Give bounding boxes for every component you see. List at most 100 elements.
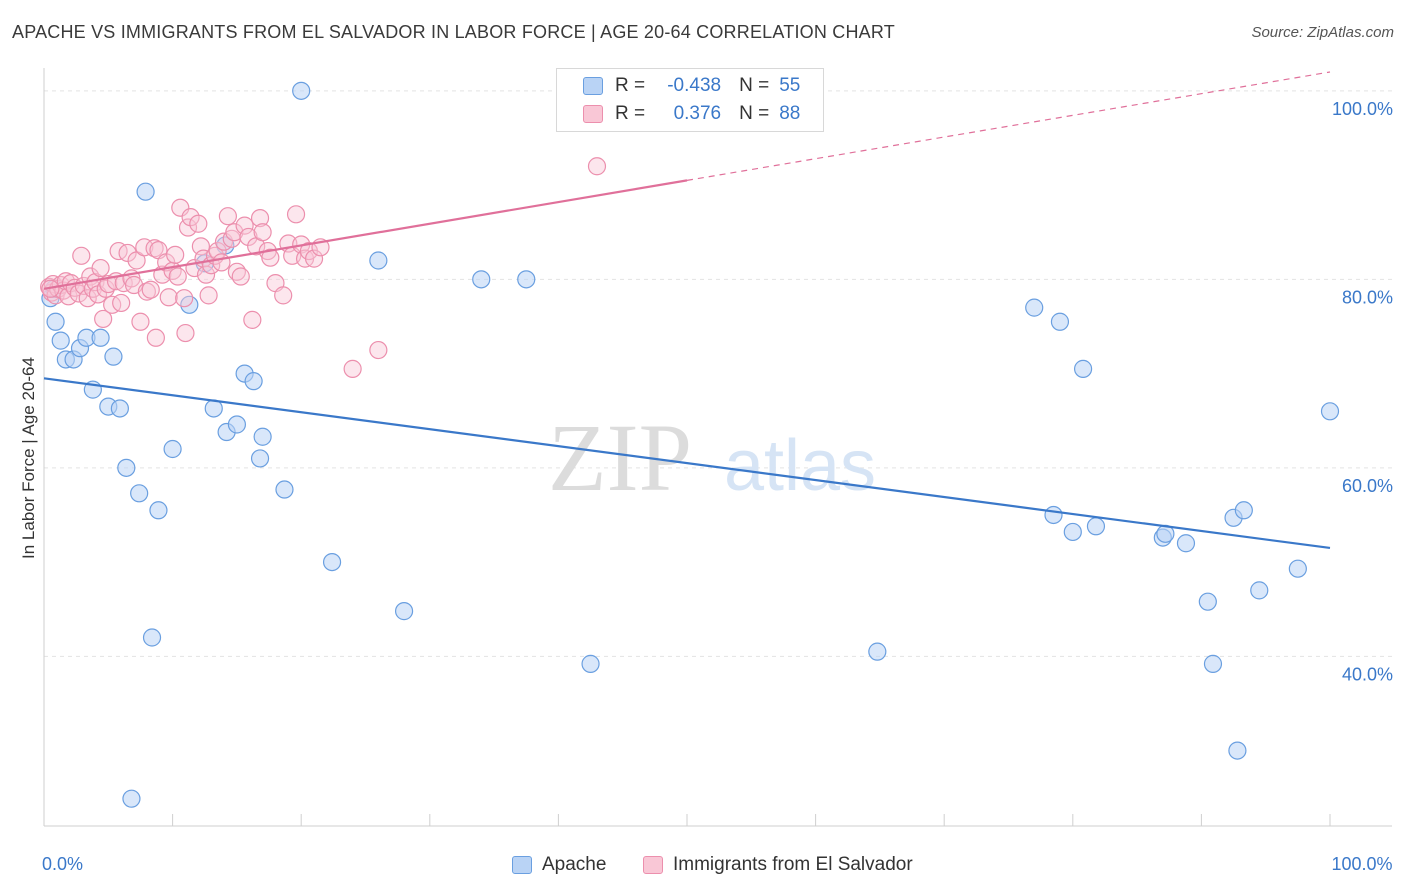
apache-point [91, 328, 110, 347]
apache-point [130, 484, 149, 503]
elsalvador-point [189, 214, 208, 233]
elsalvador-point [199, 286, 218, 305]
apache-point [104, 347, 123, 366]
bottom-legend-apache[interactable]: Apache [512, 852, 606, 878]
apache-point [472, 270, 491, 289]
elsalvador-point [239, 227, 258, 247]
elsalvador-point [141, 280, 160, 299]
elsalvador-point [103, 295, 122, 314]
y-tick-label: 60.0% [1342, 476, 1393, 496]
y-axis-label: In Labor Force | Age 20-64 [19, 357, 38, 559]
n-label: N = [739, 103, 770, 124]
apache-swatch [583, 77, 603, 95]
apache-point [1086, 517, 1106, 536]
apache-r-value: -0.438 [667, 75, 722, 96]
apache-point [322, 552, 342, 572]
n-label: N = [739, 75, 770, 96]
y-tick-label: 80.0% [1342, 287, 1393, 307]
elsalvador-point [225, 223, 244, 242]
apache-point [369, 251, 388, 270]
apache-trend-line [43, 377, 1331, 550]
elsalvador-point [96, 279, 115, 298]
apache-point [250, 449, 270, 468]
x-tick-label: 0.0% [42, 854, 83, 874]
elsalvador-point [304, 249, 324, 268]
legend-row-elsalvador: R = 0.376 N = 88 [583, 101, 800, 127]
elsalvador-point [261, 248, 280, 267]
apache-point [136, 182, 155, 201]
elsalvador-point [94, 309, 113, 329]
elsalvador-point [91, 258, 110, 278]
watermark: ZIP atlas [548, 404, 876, 511]
apache-point [244, 372, 263, 391]
elsalvador-point [109, 241, 128, 261]
apache-point [122, 789, 141, 808]
elsalvador-r-value: 0.376 [673, 103, 722, 124]
elsalvador-point [196, 265, 216, 284]
elsalvador-point [78, 289, 97, 308]
trend-lines [43, 71, 1331, 550]
apache-point [51, 331, 70, 350]
apache-point [1198, 592, 1217, 611]
elsalvador-point [235, 216, 254, 235]
elsalvador-point [175, 289, 194, 308]
elsalvador-point [369, 340, 388, 360]
elsalvador-point [250, 208, 270, 228]
watermark-atlas: atlas [724, 426, 876, 506]
apache-point [868, 642, 887, 661]
apache-point [275, 480, 294, 499]
apache-point [517, 270, 536, 289]
chart-title: APACHE VS IMMIGRANTS FROM EL SALVADOR IN… [12, 22, 895, 42]
elsalvador-point [176, 323, 195, 343]
elsalvador-n-value: 88 [779, 103, 801, 124]
elsalvador-point [286, 205, 306, 224]
x-tick-label: 100.0% [1331, 854, 1392, 874]
elsalvador-point [587, 157, 607, 176]
apache-point [1234, 501, 1253, 520]
watermark-zip: ZIP [548, 404, 692, 511]
apache-point [1025, 298, 1044, 317]
apache-point [394, 602, 414, 621]
apache-point [46, 312, 65, 331]
y-tick-label: 40.0% [1342, 664, 1393, 684]
elsalvador-point [72, 246, 91, 265]
apache-point [1063, 522, 1082, 542]
apache-point [1044, 505, 1063, 525]
tick-labels: 100.0% 80.0% 60.0% 40.0% 0.0% 100.0% [42, 99, 1393, 874]
elsalvador-point [243, 310, 262, 329]
apache-point [227, 415, 246, 434]
elsalvador-legend-label: Immigrants from El Salvador [673, 854, 913, 875]
elsalvador-point [343, 359, 362, 378]
elsalvador-point [159, 288, 178, 307]
elsalvador-point [166, 245, 185, 264]
apache-point [149, 501, 168, 520]
apache-point [1288, 559, 1307, 578]
apache-point [253, 427, 272, 446]
elsalvador-point [146, 328, 165, 347]
apache-n-value: 55 [779, 75, 801, 96]
y-tick-label: 100.0% [1332, 99, 1393, 119]
elsalvador-trend-line [43, 179, 688, 290]
apache-point [1073, 359, 1093, 378]
axes [43, 68, 1392, 827]
r-label: R = [615, 75, 646, 96]
apache-point [1203, 654, 1223, 673]
bottom-legend-elsalvador[interactable]: Immigrants from El Salvador [643, 852, 913, 878]
source-credit: Source: ZipAtlas.com [1251, 24, 1394, 41]
r-label: R = [615, 103, 646, 124]
apache-point [292, 81, 311, 100]
elsalvador-point [218, 207, 237, 226]
elsalvador-point [231, 267, 250, 286]
elsalvador-point [274, 286, 293, 305]
apache-point [110, 399, 129, 418]
apache-point [117, 458, 136, 477]
elsalvador-point [168, 267, 187, 286]
apache-point [1050, 312, 1070, 331]
apache-point [1320, 402, 1340, 421]
apache-point [1228, 741, 1247, 760]
apache-point [163, 439, 182, 459]
apache-swatch [512, 856, 532, 874]
apache-point [1176, 534, 1196, 553]
correlation-legend: R = -0.438 N = 55 R = 0.376 N = 88 [556, 68, 824, 132]
